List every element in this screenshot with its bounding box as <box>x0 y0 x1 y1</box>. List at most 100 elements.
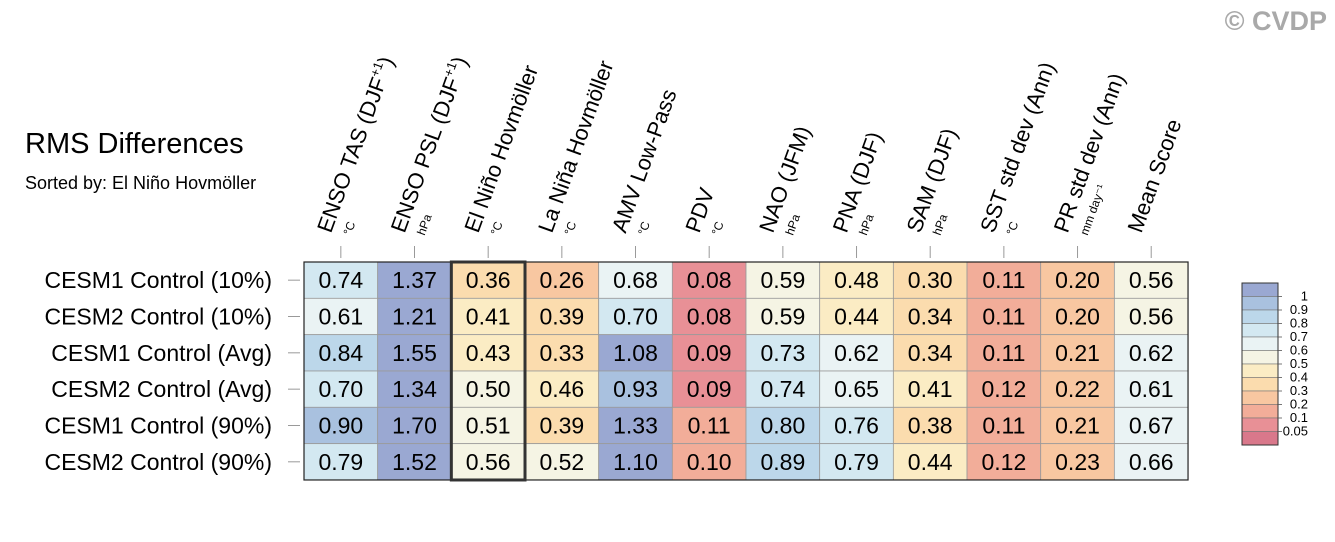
cell-value: 0.74 <box>318 267 363 293</box>
cell-value: 0.46 <box>539 376 584 402</box>
colorbar-swatch <box>1241 431 1279 446</box>
heatmap-cell <box>671 443 747 481</box>
heatmap-cell <box>524 406 600 445</box>
column-label: PNA (DJF) <box>828 128 887 235</box>
cell-value: 0.44 <box>834 303 879 329</box>
heatmap-cell <box>598 297 673 336</box>
column-label: ENSO PSL (DJF+1) <box>385 53 473 236</box>
heatmap-cell <box>598 406 673 445</box>
heatmap-cell <box>819 261 894 299</box>
heatmap-cell <box>892 443 968 481</box>
column-unit: °C <box>488 219 506 237</box>
cell-value: 1.10 <box>613 449 658 475</box>
colorbar-label: 0.1 <box>1290 410 1308 425</box>
colorbar-label: 0.05 <box>1283 424 1308 439</box>
cell-value: 0.67 <box>1129 412 1174 438</box>
column-unit: °C <box>1004 219 1022 237</box>
row-label: CESM2 Control (10%) <box>44 303 272 329</box>
heatmap-cell <box>524 334 600 372</box>
cell-value: 1.08 <box>613 340 658 366</box>
heatmap-cell <box>598 370 673 408</box>
column-label-text: NAO (JFM) <box>754 123 816 236</box>
cell-value: 1.33 <box>613 412 658 438</box>
column-label-text: AMV Low-Pass <box>607 86 682 236</box>
column-label: AMV Low-Pass <box>607 86 682 236</box>
cell-value: 0.56 <box>1129 303 1174 329</box>
heatmap-cells: 0.74 1.37 0.36 0.26 0.68 0.08 0.59 0.48 0.30 0.11… <box>303 261 1189 481</box>
cell-value: 0.08 <box>687 267 732 293</box>
cell-value: 0.36 <box>466 267 511 293</box>
column-label: NAO (JFM) <box>754 123 816 236</box>
colorbar-swatch <box>1241 323 1279 338</box>
cell-value: 0.11 <box>982 412 1025 438</box>
column-label-superscript: +1 <box>367 60 386 79</box>
heatmap-cell <box>819 443 894 481</box>
colorbar-label: 0.3 <box>1290 383 1308 398</box>
cell-value: 0.66 <box>1129 449 1174 475</box>
heatmap-cell <box>1040 370 1115 408</box>
cell-value: 0.59 <box>760 303 805 329</box>
cell-value: 0.70 <box>613 303 658 329</box>
cell-value: 0.90 <box>318 412 363 438</box>
cell-value: 1.52 <box>392 449 437 475</box>
highlight-column-box <box>449 260 527 482</box>
heatmap-cell <box>303 443 379 481</box>
heatmap-cell <box>671 334 747 372</box>
column-label: SST std dev (Ann) <box>975 59 1060 236</box>
cell-value: 0.41 <box>466 303 511 329</box>
cell-value: 0.23 <box>1055 449 1100 475</box>
cell-value: 0.12 <box>981 376 1026 402</box>
heatmap-cell <box>1040 261 1115 299</box>
colorbar-swatch <box>1241 417 1279 432</box>
cell-value: 0.20 <box>1055 303 1100 329</box>
heatmap-cell <box>303 297 379 336</box>
column-label-text: El Niño Hovmöller <box>459 62 543 236</box>
column-label-text: SAM (DJF) <box>901 125 962 236</box>
cell-value: 0.34 <box>908 303 953 329</box>
heatmap-cell <box>819 406 894 445</box>
cell-value: 0.79 <box>318 449 363 475</box>
column-label-text: Mean Score <box>1122 116 1186 236</box>
watermark: © CVDP <box>1224 6 1327 36</box>
cell-value: 0.62 <box>834 340 879 366</box>
cell-value: 0.70 <box>318 376 363 402</box>
column-label-text: La Niña Hovmöller <box>533 57 618 236</box>
row-label: CESM1 Control (Avg) <box>51 340 272 366</box>
colorbar-label: 0.8 <box>1290 316 1308 331</box>
heatmap-cell <box>892 334 968 372</box>
heatmap-cell <box>1040 443 1115 481</box>
column-label-text: SST std dev (Ann) <box>975 59 1060 236</box>
cell-value: 1.37 <box>392 267 437 293</box>
cell-value: 0.10 <box>687 449 732 475</box>
column-label: Mean Score <box>1122 116 1186 236</box>
cell-value: 0.09 <box>687 340 732 366</box>
cell-value: 0.56 <box>466 449 511 475</box>
colorbar-swatch <box>1241 282 1279 297</box>
colorbar-label: 0.6 <box>1290 343 1308 358</box>
heatmap-cell <box>303 334 379 372</box>
cell-value: 0.89 <box>760 449 805 475</box>
chart-title: RMS Differences <box>25 128 244 160</box>
column-label: La Niña Hovmöller <box>533 57 618 236</box>
column-label-text: PNA (DJF) <box>828 128 887 235</box>
heatmap-cell <box>671 406 747 445</box>
cell-value: 0.56 <box>1129 267 1174 293</box>
cell-value: 0.48 <box>834 267 879 293</box>
heatmap-cell <box>745 443 821 481</box>
colorbar-swatch <box>1241 404 1279 419</box>
column-unit: hPa <box>783 212 804 237</box>
cell-value: 0.33 <box>539 340 584 366</box>
heatmap-cell <box>1113 406 1189 445</box>
cell-value: 0.09 <box>687 376 732 402</box>
cell-value: 0.11 <box>982 303 1025 329</box>
cell-value: 1.34 <box>392 376 437 402</box>
cell-value: 0.65 <box>834 376 879 402</box>
heatmap-cell <box>598 443 673 481</box>
cell-value: 0.43 <box>466 340 511 366</box>
row-label: CESM1 Control (90%) <box>44 412 272 438</box>
column-unit: °C <box>340 219 358 237</box>
cell-value: 1.21 <box>392 303 437 329</box>
cell-value: 0.21 <box>1055 412 1100 438</box>
cell-value: 0.74 <box>760 376 805 402</box>
